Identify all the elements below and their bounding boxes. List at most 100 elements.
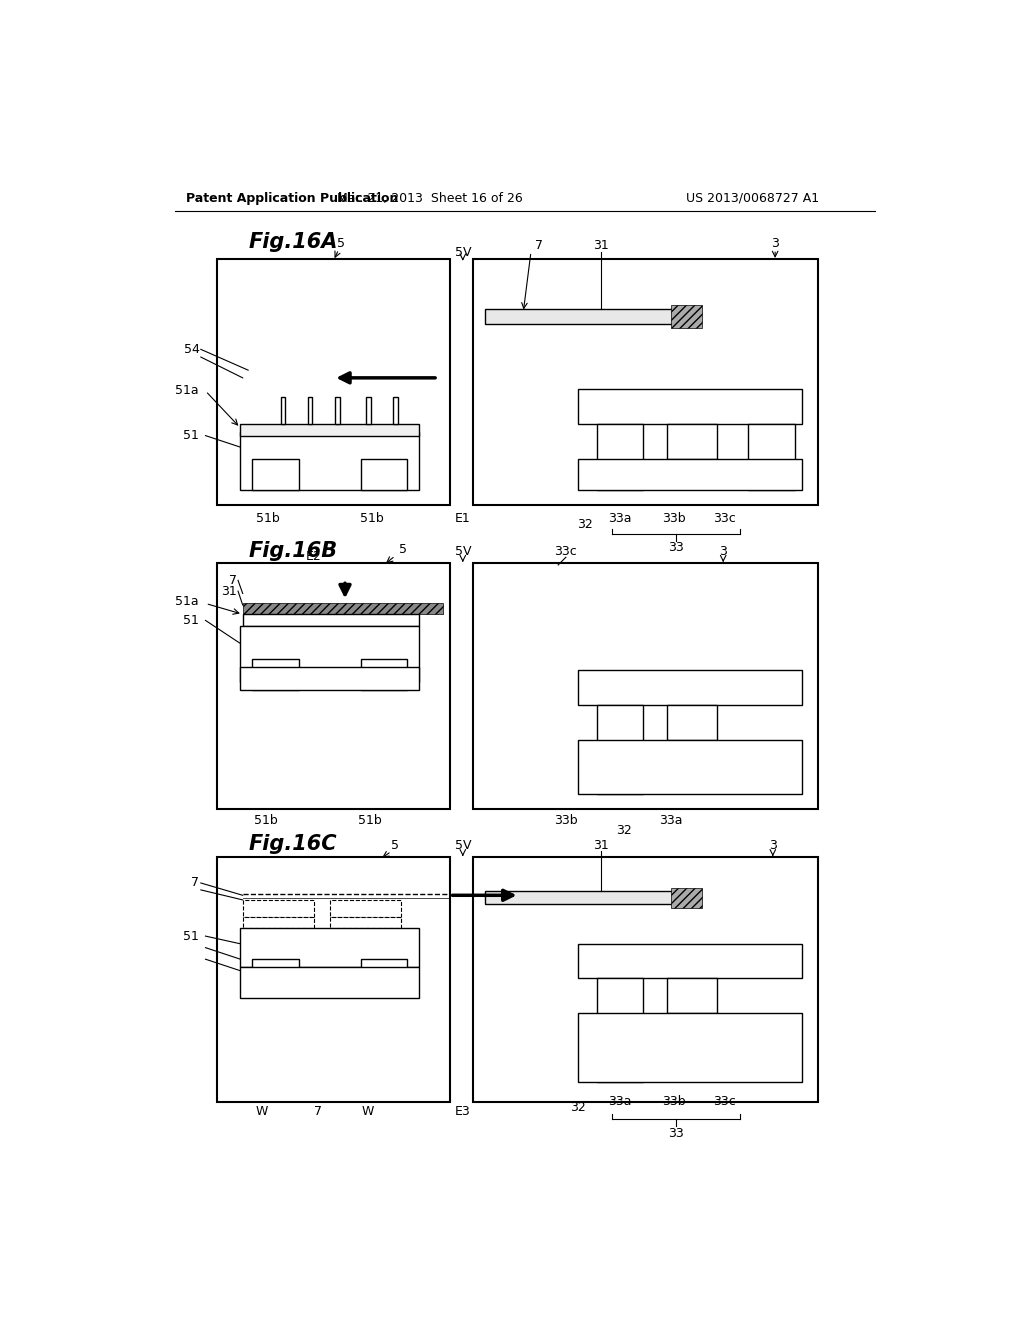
Bar [437, 562, 450, 590]
Bar [578, 459, 802, 490]
Text: E3: E3 [455, 1105, 471, 1118]
Bar [473, 259, 485, 506]
Bar [243, 900, 314, 917]
Bar [217, 259, 450, 271]
Bar [241, 432, 419, 490]
Text: 5: 5 [399, 543, 408, 556]
Bar [671, 305, 701, 327]
Bar [473, 1089, 818, 1102]
Bar [217, 562, 450, 576]
Bar [217, 1089, 450, 1102]
Text: W: W [362, 1105, 375, 1118]
Text: Fig.16A: Fig.16A [248, 231, 338, 252]
Bar [360, 659, 407, 689]
Text: 33: 33 [668, 1127, 684, 1139]
Text: US 2013/0068727 A1: US 2013/0068727 A1 [686, 191, 819, 205]
Text: 51b: 51b [360, 512, 384, 525]
Bar [597, 978, 643, 1082]
Bar [241, 667, 419, 689]
Text: 32: 32 [616, 824, 632, 837]
Text: 33a: 33a [608, 512, 632, 525]
Bar [330, 900, 400, 917]
Bar [437, 601, 450, 809]
Bar [578, 671, 802, 705]
Text: 51b: 51b [256, 512, 280, 525]
Text: 32: 32 [578, 519, 593, 532]
Bar [473, 797, 818, 809]
Text: 7: 7 [228, 574, 237, 587]
Text: 3: 3 [769, 838, 777, 851]
Text: 3: 3 [719, 545, 727, 557]
Bar [473, 562, 818, 809]
Text: 31: 31 [593, 239, 608, 252]
Bar [473, 857, 485, 1102]
Bar [805, 259, 818, 506]
Text: 33a: 33a [608, 1096, 632, 1109]
Bar [217, 857, 450, 1102]
Text: 7: 7 [190, 875, 199, 888]
Bar [671, 887, 701, 908]
Text: 33b: 33b [663, 512, 686, 525]
Bar [243, 614, 419, 626]
Bar [217, 857, 450, 869]
Bar [578, 944, 802, 978]
Text: 5: 5 [337, 236, 345, 249]
Text: E2: E2 [306, 550, 322, 564]
Bar [241, 626, 419, 682]
Text: 5V: 5V [455, 246, 471, 259]
Text: 51b: 51b [254, 814, 278, 828]
Text: 33b: 33b [554, 814, 578, 828]
Text: W: W [255, 1105, 267, 1118]
Bar [241, 424, 419, 436]
Text: 33b: 33b [663, 1096, 686, 1109]
Bar [217, 259, 450, 506]
Text: 54: 54 [184, 343, 200, 356]
Bar [484, 309, 697, 323]
Text: 7: 7 [314, 1105, 322, 1118]
Bar [473, 562, 818, 576]
Text: Mar. 21, 2013  Sheet 16 of 26: Mar. 21, 2013 Sheet 16 of 26 [337, 191, 523, 205]
Bar [308, 397, 312, 424]
Text: 31: 31 [593, 838, 608, 851]
Text: 5: 5 [391, 838, 399, 851]
Text: 51a: 51a [175, 594, 199, 607]
Text: 3: 3 [771, 236, 779, 249]
Bar [473, 259, 818, 271]
Bar [578, 1014, 802, 1082]
Text: 51: 51 [182, 429, 199, 442]
Bar [243, 917, 314, 928]
Bar [252, 459, 299, 490]
Bar [252, 960, 299, 994]
Bar [597, 705, 643, 793]
Text: 33: 33 [668, 541, 684, 554]
Bar [667, 705, 717, 739]
Text: 51b: 51b [358, 814, 382, 828]
Text: 31: 31 [221, 585, 237, 598]
Bar [578, 389, 802, 424]
Bar [667, 978, 717, 1014]
Bar [437, 297, 450, 506]
Bar [330, 917, 400, 928]
Text: Fig.16C: Fig.16C [248, 834, 337, 854]
Text: 5V: 5V [455, 545, 471, 557]
Text: 5V: 5V [455, 838, 471, 851]
Bar [805, 857, 818, 1102]
Bar [667, 424, 717, 459]
Bar [217, 797, 450, 809]
Text: 7: 7 [535, 239, 543, 252]
Bar [360, 960, 407, 994]
Text: 33c: 33c [714, 1096, 736, 1109]
Bar [241, 966, 419, 998]
Bar [473, 562, 485, 809]
Bar [243, 603, 443, 614]
Bar [241, 928, 419, 966]
Bar [366, 397, 371, 424]
Bar [217, 857, 229, 1102]
Bar [217, 562, 450, 809]
Text: 51: 51 [182, 614, 199, 627]
Bar [437, 259, 450, 285]
Bar [748, 424, 795, 490]
Bar [393, 397, 397, 424]
Bar [473, 492, 818, 506]
Text: 51: 51 [182, 929, 199, 942]
